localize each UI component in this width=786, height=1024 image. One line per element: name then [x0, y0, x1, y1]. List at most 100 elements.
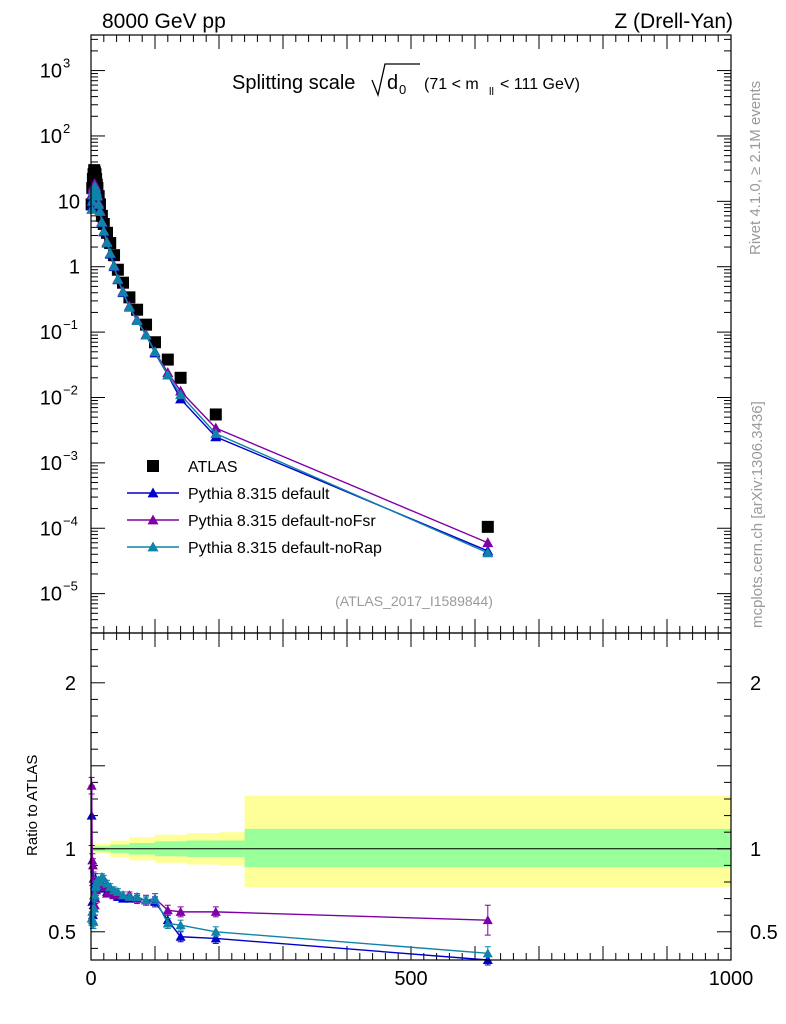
ytick-label: 10 — [40, 322, 62, 344]
series-point-3 — [91, 190, 103, 201]
ratio-point-2 — [89, 903, 100, 913]
ytick-label-exponent: −4 — [63, 513, 78, 528]
ratio-ytick-label-left: 2 — [65, 673, 76, 695]
series-point-3 — [96, 216, 108, 227]
ytick-label-exponent: 3 — [63, 56, 70, 71]
ratio-point-1 — [482, 915, 493, 925]
series-point-3 — [131, 315, 143, 325]
ratio-plot-frame — [90, 632, 732, 961]
ratio-point-2 — [210, 926, 221, 936]
ratio-ytick-label-right: 1 — [750, 839, 761, 861]
series-point-3 — [162, 369, 174, 380]
ytick-label-exponent: −1 — [63, 317, 78, 332]
series-point-3 — [93, 198, 105, 209]
ratio-point-2 — [89, 890, 100, 900]
ytick-label: 10 — [40, 126, 62, 148]
ytick-label-exponent: −2 — [63, 382, 78, 397]
sqrt-sign-icon — [371, 63, 420, 98]
ytick-label: 1 — [69, 257, 80, 279]
title-symbol: d — [387, 72, 398, 94]
title-range-subscript: ll — [489, 86, 494, 98]
main-plot-series — [85, 164, 494, 558]
ratio-point-1 — [86, 780, 97, 790]
series-point-2 — [482, 537, 494, 548]
legend-label-3: Pythia 8.315 default-noRap — [188, 540, 382, 557]
title-symbol-subscript: 0 — [399, 82, 406, 97]
series-point-3 — [101, 236, 113, 247]
ratio-point-2 — [482, 948, 493, 958]
ratio-point-1 — [87, 855, 98, 865]
atlas-point — [481, 520, 494, 533]
series-point-3 — [94, 205, 106, 216]
ratio-point-2 — [162, 918, 173, 928]
legend-marker-2 — [147, 514, 159, 525]
series-point-3 — [140, 329, 152, 340]
ytick-label: 10 — [40, 387, 62, 409]
ratio-point-2 — [150, 893, 160, 903]
ratio-point-2 — [112, 886, 123, 896]
atlas-point — [174, 371, 187, 384]
ratio-ytick-label-left: 1 — [65, 839, 76, 861]
series-point-3 — [210, 428, 222, 439]
main-plot-frame — [90, 34, 732, 634]
atlas-point — [123, 291, 136, 304]
atlas-point — [131, 303, 144, 316]
ratio-point-2 — [118, 890, 128, 900]
ratio-ytick-label-right: 0.5 — [750, 922, 778, 944]
legend-marker-atlas — [147, 460, 159, 472]
rivet-label: Rivet 4.1.0, ≥ 2.1M events — [747, 81, 764, 255]
series-point-3 — [108, 260, 120, 271]
ytick-label: 10 — [40, 453, 62, 475]
series-point-3 — [117, 286, 129, 297]
ratio-point-2 — [141, 895, 152, 905]
analysis-id: (ATLAS_2017_I1589844) — [335, 593, 493, 609]
title-range-end: < 111 GeV) — [500, 76, 580, 93]
ytick-label: 10 — [58, 191, 80, 213]
ytick-label-exponent: −5 — [63, 579, 78, 594]
legend-label-2: Pythia 8.315 default-noFsr — [188, 513, 376, 530]
atlas-point — [161, 353, 174, 366]
band-inner-6 — [244, 828, 731, 868]
ratio-ytick-label-left: 0.5 — [48, 922, 76, 944]
legend-label-0: ATLAS — [188, 459, 238, 476]
ytick-label: 10 — [40, 61, 62, 83]
title-main: Splitting scale — [232, 72, 355, 94]
ratio-point-2 — [132, 891, 143, 901]
series-point-3 — [112, 273, 124, 284]
series-point-3 — [86, 195, 98, 206]
ytick-label-exponent: −3 — [63, 448, 78, 463]
header-energy: 8000 GeV pp — [102, 10, 226, 33]
ytick-label-exponent: 2 — [63, 121, 70, 136]
ratio-point-0 — [175, 931, 186, 941]
legend-label-1: Pythia 8.315 default — [188, 486, 330, 503]
series-point-3 — [175, 389, 187, 400]
ratio-point-1 — [210, 906, 221, 916]
legend: ATLAS Pythia 8.315 default Pythia 8.315 de… — [127, 459, 382, 557]
series-point-3 — [104, 247, 116, 258]
ratio-ytick-label-right: 2 — [750, 673, 761, 695]
legend-marker-1 — [147, 487, 159, 498]
legend-marker-3 — [147, 541, 159, 552]
ratio-line-2 — [90, 875, 488, 955]
series-point-3 — [86, 204, 98, 214]
ratio-point-2 — [175, 920, 186, 930]
title-range: (71 < m — [424, 76, 479, 93]
xtick-label: 0 — [85, 968, 96, 990]
ytick-label: 10 — [40, 518, 62, 540]
series-point-3 — [149, 346, 161, 357]
atlas-point — [209, 408, 222, 421]
mcplots-label: mcplots.cern.ch [arXiv:1306.3436] — [749, 401, 766, 628]
ratio-point-2 — [124, 891, 135, 901]
ratio-ylabel: Ratio to ATLAS — [24, 755, 41, 856]
header-process: Z (Drell-Yan) — [614, 10, 733, 33]
xtick-label: 500 — [394, 968, 427, 990]
atlas-point — [140, 318, 153, 331]
ytick-label: 10 — [40, 584, 62, 606]
ratio-point-1 — [175, 906, 186, 916]
series-point-3 — [482, 547, 494, 558]
ratio-point-1 — [162, 905, 173, 915]
ratio-uncertainty-bands — [91, 795, 731, 887]
plot-title: Splitting scale d 0 (71 < m ll < 111 GeV… — [232, 63, 580, 98]
ratio-point-0 — [210, 933, 221, 943]
